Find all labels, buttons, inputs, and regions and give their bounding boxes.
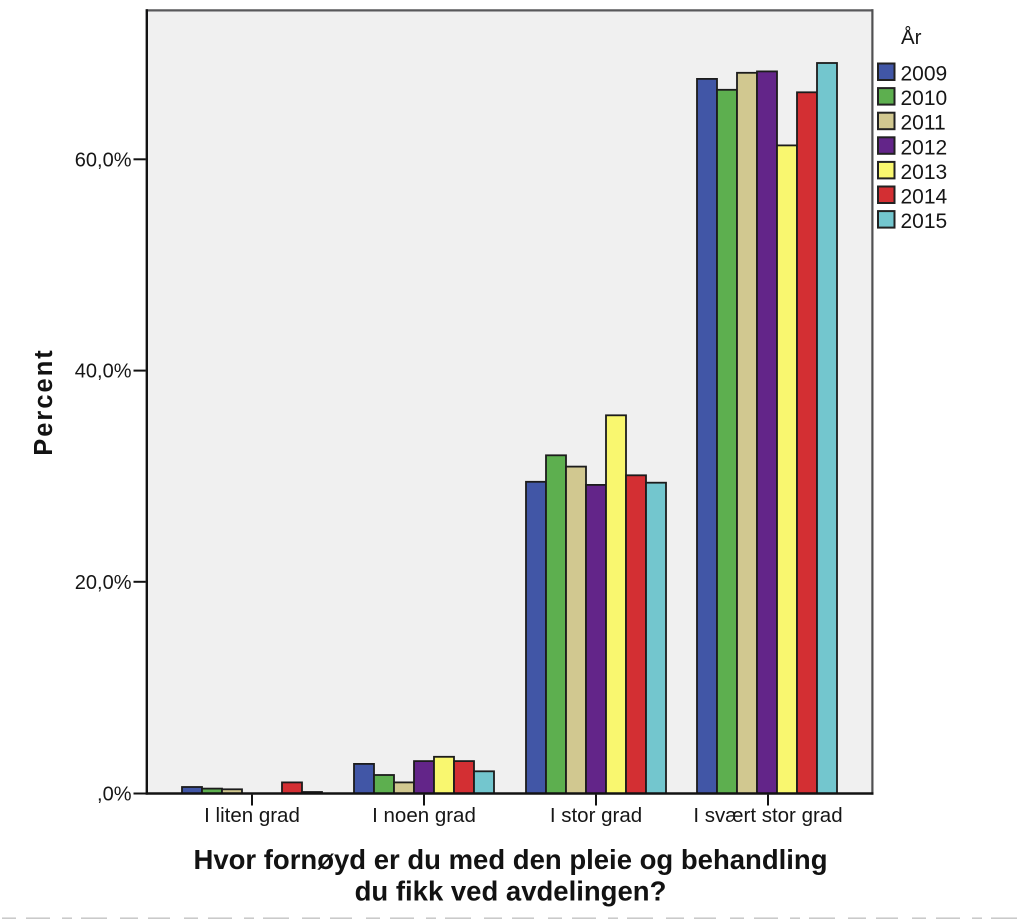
svg-text:60,0%: 60,0% <box>75 149 132 171</box>
svg-text:40,0%: 40,0% <box>75 361 132 383</box>
svg-text:År: År <box>901 26 922 49</box>
svg-text:2009: 2009 <box>901 63 948 86</box>
svg-text:2014: 2014 <box>901 186 948 209</box>
svg-text:Hvor fornøyd er du med den ple: Hvor fornøyd er du med den pleie og beha… <box>193 844 827 875</box>
svg-text:2012: 2012 <box>901 136 948 159</box>
svg-text:,0%: ,0% <box>97 784 132 806</box>
svg-text:Percent: Percent <box>30 348 58 456</box>
svg-text:I liten grad: I liten grad <box>204 804 300 827</box>
svg-text:2011: 2011 <box>901 112 946 135</box>
svg-text:2013: 2013 <box>901 161 948 184</box>
svg-text:I stor grad: I stor grad <box>550 804 642 827</box>
svg-text:I noen grad: I noen grad <box>372 804 476 827</box>
svg-text:I svært stor grad: I svært stor grad <box>693 804 842 827</box>
svg-text:2010: 2010 <box>901 87 948 110</box>
svg-text:20,0%: 20,0% <box>75 572 132 594</box>
svg-text:2015: 2015 <box>901 210 948 233</box>
svg-text:du fikk ved avdelingen?: du fikk ved avdelingen? <box>355 876 667 907</box>
